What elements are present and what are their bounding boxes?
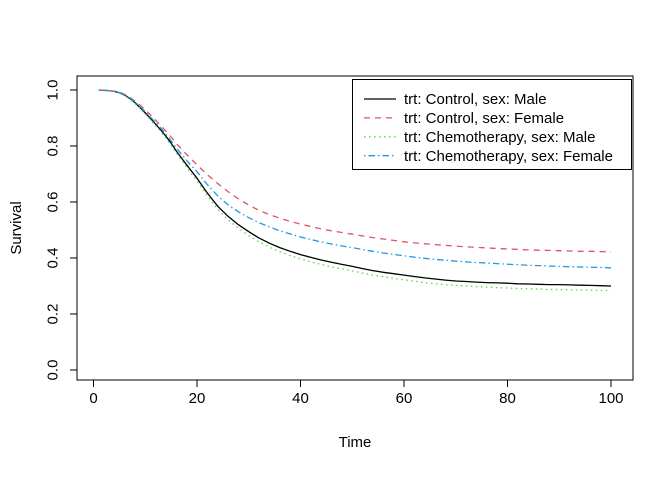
y-axis-tick-label: 1.0 — [45, 80, 62, 101]
x-axis-tick-label: 20 — [189, 390, 206, 407]
axes-layer: 0 20 40 60 80 100 0.0 0.2 0.4 0.6 0.8 1.0 — [45, 75, 634, 407]
x-axis-tick-label: 0 — [89, 390, 97, 407]
x-axis-tick-label: 40 — [292, 390, 309, 407]
curves-layer — [98, 89, 612, 292]
x-axis-tick-label: 100 — [598, 390, 623, 407]
x-axis-tick-label: 60 — [396, 390, 413, 407]
y-axis-tick-label: 0.4 — [45, 248, 62, 269]
legend-layer: trt: Control, sex: Male trt: Control, sex… — [351, 78, 633, 171]
y-axis-tick-label: 0.2 — [45, 304, 62, 325]
survival-curve-4 — [98, 89, 612, 269]
plot-box — [76, 75, 634, 381]
y-axis-title: Survival — [8, 201, 25, 254]
y-axis-tick-label: 0.8 — [45, 136, 62, 157]
x-axis-title: Time — [339, 434, 372, 451]
x-axis-tick-label: 80 — [499, 390, 516, 407]
y-axis-tick-label: 0.6 — [45, 192, 62, 213]
survival-curve-2 — [98, 89, 612, 253]
legend-box — [351, 78, 633, 171]
legend-label: trt: Chemotherapy, sex: Male — [404, 129, 595, 146]
survival-curve-3 — [98, 89, 611, 292]
y-axis-tick-label: 0.0 — [45, 360, 62, 381]
legend-label: trt: Control, sex: Male — [404, 91, 547, 108]
legend-label: trt: Chemotherapy, sex: Female — [404, 148, 613, 165]
legend-label: trt: Control, sex: Female — [404, 110, 564, 127]
survival-curve-1 — [98, 89, 612, 287]
